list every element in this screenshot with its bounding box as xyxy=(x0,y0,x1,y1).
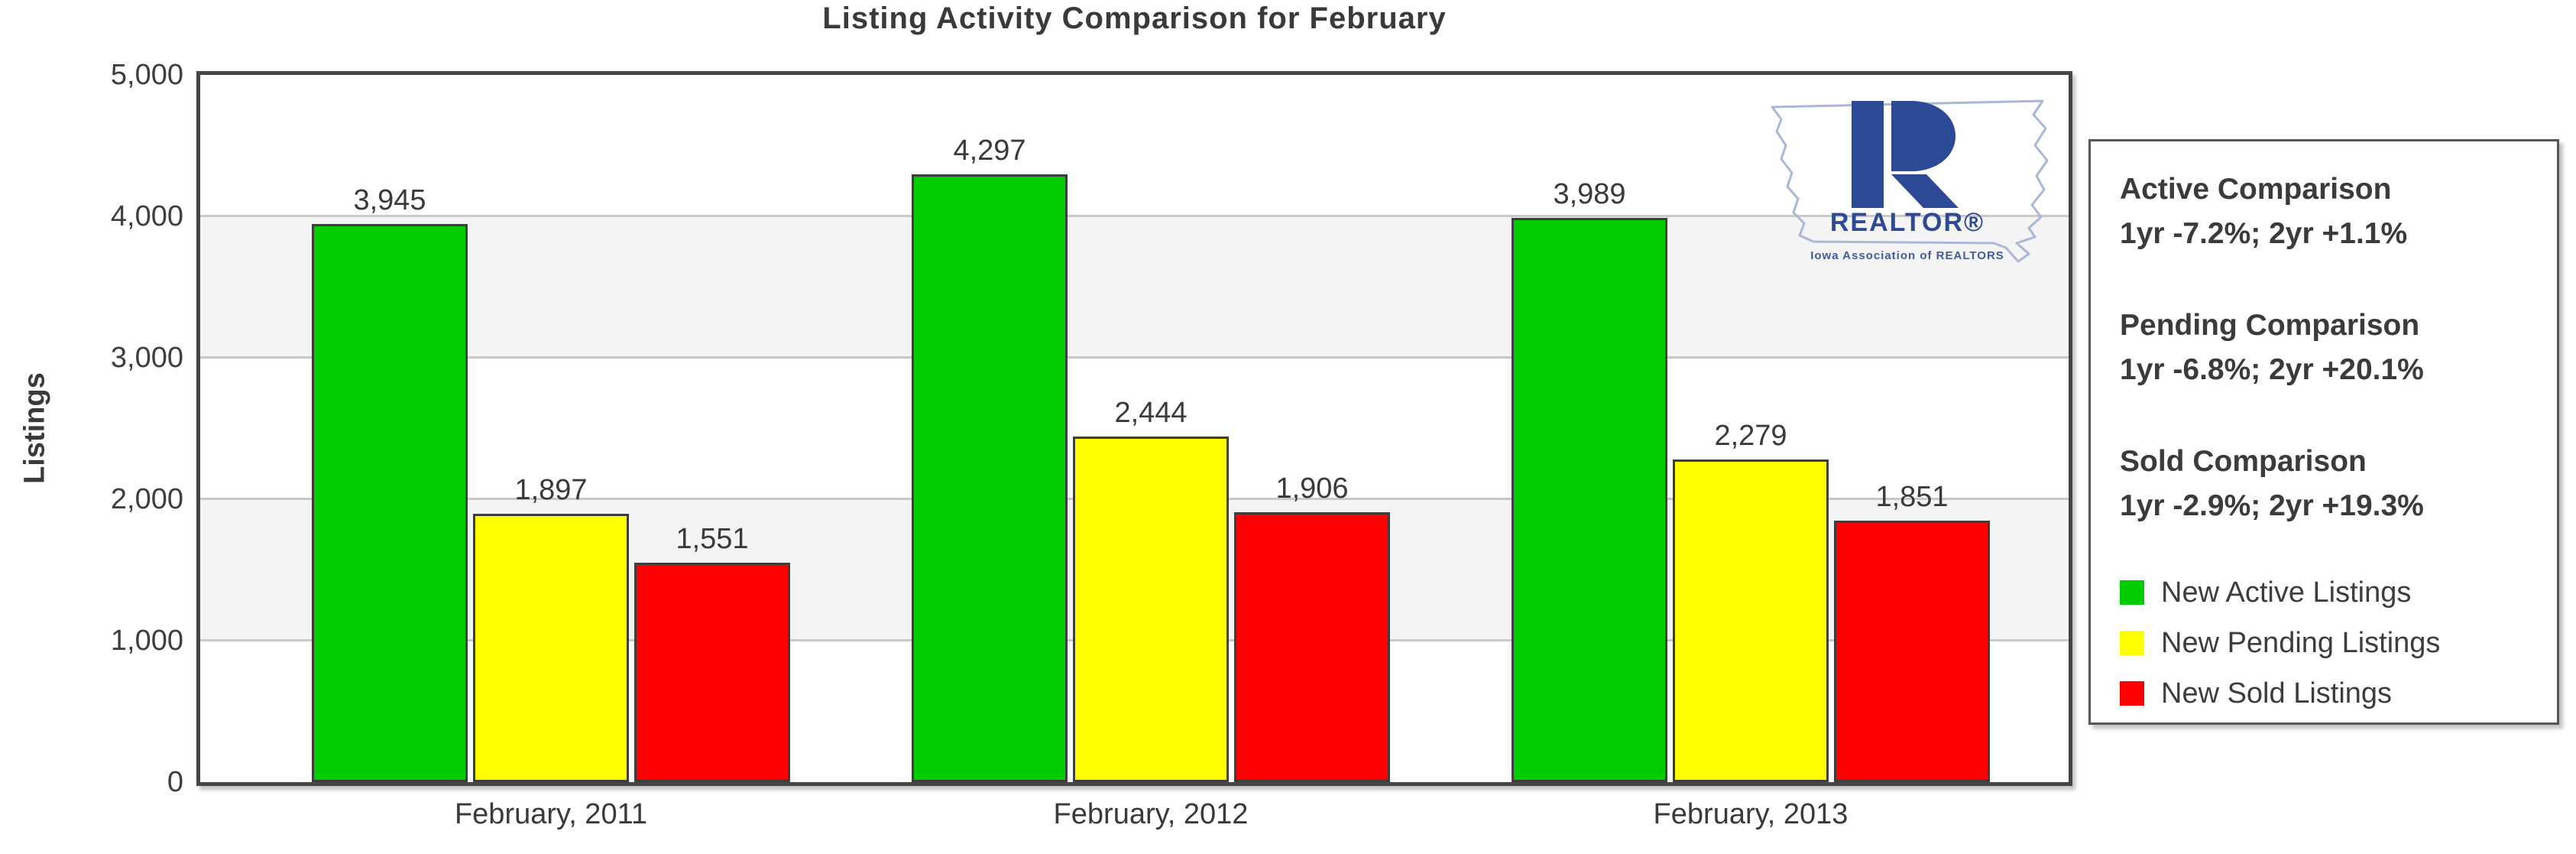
comparison-section-sold: Sold Comparison 1yr -2.9%; 2yr +19.3% xyxy=(2120,440,2539,528)
bar-new-active-listings xyxy=(312,224,468,782)
plot-area: 3,945 1,897 1,551 4,297 2,444 1,906 3,989 2,279… xyxy=(196,71,2072,786)
bar-new-pending-listings xyxy=(473,514,629,782)
bar-value-label: 1,897 xyxy=(514,474,588,506)
bar-value-label: 4,297 xyxy=(953,135,1026,167)
y-axis-title: Listings xyxy=(18,372,51,484)
realtor-r-icon xyxy=(1852,101,1959,208)
bar-value-label: 1,851 xyxy=(1875,481,1949,513)
bar-new-sold-listings xyxy=(634,563,790,782)
comparison-title: Pending Comparison xyxy=(2120,309,2420,342)
grid-band xyxy=(200,75,2069,216)
y-axis-tick: 5,000 xyxy=(110,59,183,91)
bar-new-active-listings xyxy=(1512,218,1667,782)
y-axis-tick: 0 xyxy=(167,766,183,798)
legend-swatch xyxy=(2120,580,2144,605)
gridline xyxy=(200,356,2069,359)
comparison-value: 1yr -2.9%; 2yr +19.3% xyxy=(2120,489,2424,522)
comparison-value: 1yr -7.2%; 2yr +1.1% xyxy=(2120,217,2408,250)
y-axis-tick: 3,000 xyxy=(110,342,183,374)
legend-label: New Active Listings xyxy=(2161,576,2412,609)
comparison-section-pending: Pending Comparison 1yr -6.8%; 2yr +20.1% xyxy=(2120,304,2539,392)
chart-title: Listing Activity Comparison for February xyxy=(822,2,1447,35)
bar-value-label: 3,945 xyxy=(353,184,426,216)
legend-label: New Pending Listings xyxy=(2161,626,2441,659)
comparison-title: Active Comparison xyxy=(2120,173,2392,206)
x-axis-label: February, 2011 xyxy=(454,798,648,830)
realtor-logo xyxy=(1771,99,2049,263)
legend-swatch xyxy=(2120,631,2144,655)
comparison-panel: Active Comparison 1yr -7.2%; 2yr +1.1% P… xyxy=(2088,139,2559,725)
realtor-wordmark: REALTOR® xyxy=(1829,208,1985,237)
x-axis-label: February, 2013 xyxy=(1653,798,1849,830)
bar-new-active-listings xyxy=(912,174,1068,782)
legend-item-active: New Active Listings xyxy=(2120,576,2539,609)
bar-new-sold-listings xyxy=(1234,512,1390,782)
bar-new-sold-listings xyxy=(1834,521,1990,782)
bar-value-label: 3,989 xyxy=(1553,178,1626,210)
comparison-title: Sold Comparison xyxy=(2120,445,2367,478)
comparison-value: 1yr -6.8%; 2yr +20.1% xyxy=(2120,353,2424,386)
legend-item-pending: New Pending Listings xyxy=(2120,626,2539,660)
bar-value-label: 1,906 xyxy=(1275,472,1349,505)
chart-legend: New Active Listings New Pending Listings… xyxy=(2120,576,2539,710)
grid-band xyxy=(200,216,2069,358)
bar-value-label: 1,551 xyxy=(676,523,749,555)
comparison-section-active: Active Comparison 1yr -7.2%; 2yr +1.1% xyxy=(2120,167,2539,256)
x-axis-label: February, 2012 xyxy=(1053,798,1249,830)
legend-item-sold: New Sold Listings xyxy=(2120,677,2539,710)
bar-value-label: 2,444 xyxy=(1114,397,1188,429)
legend-label: New Sold Listings xyxy=(2161,677,2393,710)
realtor-association-text: Iowa Association of REALTORS xyxy=(1810,249,2004,262)
bar-new-pending-listings xyxy=(1673,459,1829,782)
iowa-outline-icon xyxy=(1771,99,2049,263)
y-axis-tick: 2,000 xyxy=(110,483,183,515)
legend-swatch xyxy=(2120,681,2144,706)
y-axis-tick: 1,000 xyxy=(110,625,183,657)
y-axis-tick: 4,000 xyxy=(110,200,183,232)
gridline xyxy=(200,215,2069,217)
bar-value-label: 2,279 xyxy=(1714,420,1787,452)
bar-new-pending-listings xyxy=(1073,437,1229,782)
